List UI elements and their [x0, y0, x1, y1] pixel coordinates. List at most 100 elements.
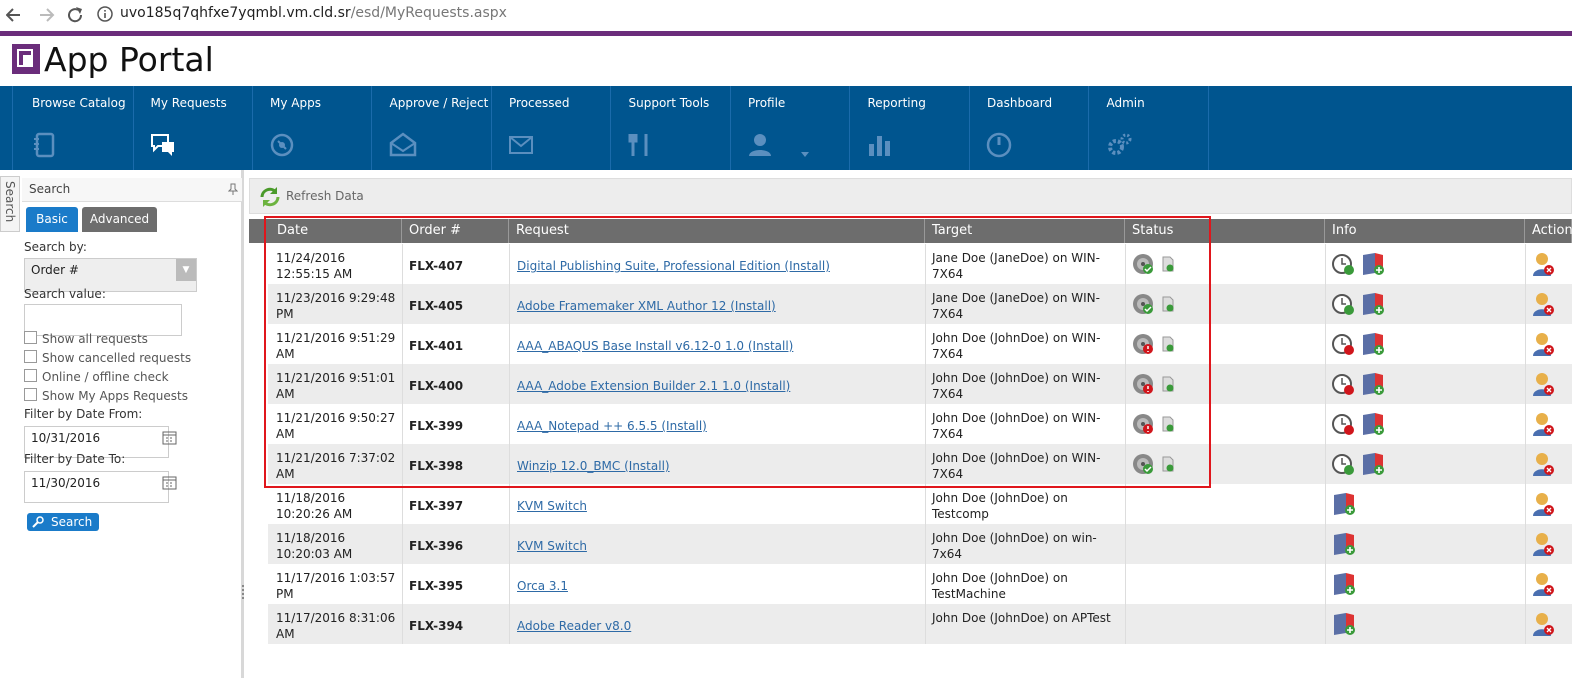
action-icon[interactable]: [1532, 532, 1556, 558]
browser-nav-icons: [6, 7, 83, 23]
info-icon[interactable]: [1361, 252, 1387, 278]
request-link[interactable]: AAA_ABAQUS Base Install v6.12-0 1.0 (Ins…: [517, 339, 794, 353]
column-header[interactable]: Date: [270, 219, 402, 243]
cell-divider: [1525, 564, 1526, 604]
advanced-tab[interactable]: Advanced: [82, 207, 157, 232]
checkbox-box[interactable]: [24, 350, 37, 363]
action-icon[interactable]: [1532, 412, 1556, 438]
nav-item[interactable]: Browse Catalog: [12, 86, 134, 170]
action-icon[interactable]: [1532, 572, 1556, 598]
action-icon[interactable]: [1532, 252, 1556, 278]
info-icon[interactable]: [1361, 412, 1387, 438]
search-by-select[interactable]: Order # ▼: [24, 258, 197, 292]
clock-icon[interactable]: [1331, 452, 1357, 478]
request-link[interactable]: Adobe Reader v8.0: [517, 619, 632, 633]
url[interactable]: uvo185q7qhfxe7yqmbl.vm.cld.sr/esd/MyRequ…: [120, 5, 507, 21]
info-icon[interactable]: [1361, 292, 1387, 318]
nav-item[interactable]: My Apps: [251, 86, 372, 170]
search-button[interactable]: Search: [27, 513, 99, 531]
action-icon[interactable]: [1532, 612, 1556, 638]
action-icon[interactable]: [1532, 292, 1556, 318]
column-header[interactable]: Request: [509, 219, 925, 243]
info-icon[interactable]: [1332, 572, 1358, 598]
nav-item[interactable]: Reporting: [849, 86, 970, 170]
checkbox-box[interactable]: [24, 331, 37, 344]
request-link[interactable]: Adobe Framemaker XML Author 12 (Install): [517, 299, 776, 313]
action-icon[interactable]: [1532, 332, 1556, 358]
dropdown-arrow: [801, 152, 809, 157]
refresh-label[interactable]: Refresh Data: [286, 189, 364, 203]
detail-icon[interactable]: [1161, 296, 1175, 312]
column-header[interactable]: Status: [1125, 219, 1325, 243]
checkbox-box[interactable]: [24, 369, 37, 382]
checkbox[interactable]: Online / offline check: [24, 369, 169, 384]
request-link[interactable]: Orca 3.1: [517, 579, 568, 593]
request-link[interactable]: AAA_Notepad ++ 6.5.5 (Install): [517, 419, 707, 433]
nav-item[interactable]: Admin: [1088, 86, 1209, 170]
detail-icon[interactable]: [1161, 456, 1175, 472]
calendar-icon[interactable]: [162, 430, 177, 445]
request-link[interactable]: KVM Switch: [517, 539, 587, 553]
checkbox[interactable]: Show My Apps Requests: [24, 388, 188, 403]
column-header[interactable]: Order #: [402, 219, 509, 243]
action-icon[interactable]: [1532, 452, 1556, 478]
detail-icon[interactable]: [1161, 336, 1175, 352]
info-icon[interactable]: [1332, 612, 1358, 638]
nav-item[interactable]: Profile: [729, 86, 850, 170]
calendar-icon[interactable]: [162, 475, 177, 490]
table-row: 11/18/2016 10:20:03 AM FLX-396 KVM Switch J…: [268, 524, 1572, 564]
nav-icon: [749, 134, 771, 156]
info-icon[interactable]: [1361, 452, 1387, 478]
detail-icon[interactable]: [1161, 256, 1175, 272]
info-icon: [97, 6, 113, 22]
column-header[interactable]: Action: [1525, 219, 1572, 243]
search-side-tab[interactable]: Search: [0, 176, 20, 232]
action-icon[interactable]: [1532, 492, 1556, 518]
nav-item[interactable]: Dashboard: [968, 86, 1089, 170]
table-row: 11/21/2016 9:51:29 AM FLX-401 AAA_ABAQUS B…: [268, 324, 1572, 364]
detail-icon[interactable]: [1161, 416, 1175, 432]
detail-icon[interactable]: [1161, 376, 1175, 392]
search-value-input[interactable]: [24, 304, 182, 336]
column-header[interactable]: Target: [925, 219, 1125, 243]
request-link[interactable]: AAA_Adobe Extension Builder 2.1 1.0 (Ins…: [517, 379, 791, 393]
cell-divider: [1325, 244, 1326, 284]
date-cell: 11/21/2016 9:51:29 AM: [276, 331, 396, 361]
cell-divider: [509, 284, 510, 324]
pin-icon[interactable]: [228, 183, 238, 195]
clock-icon[interactable]: [1331, 252, 1357, 278]
date-from-input[interactable]: 10/31/2016: [24, 426, 169, 458]
info-icon[interactable]: [1332, 532, 1358, 558]
splitter-handle[interactable]: [242, 585, 245, 599]
cell-divider: [925, 284, 926, 324]
request-link[interactable]: Winzip 12.0_BMC (Install): [517, 459, 670, 473]
nav-item[interactable]: Processed: [490, 86, 611, 170]
basic-tab[interactable]: Basic: [26, 207, 78, 232]
request-link[interactable]: Digital Publishing Suite, Professional E…: [517, 259, 830, 273]
order-cell: FLX-396: [409, 539, 464, 553]
checkbox[interactable]: Show cancelled requests: [24, 350, 191, 365]
request-link[interactable]: KVM Switch: [517, 499, 587, 513]
column-header[interactable]: Info: [1325, 219, 1525, 243]
clock-icon[interactable]: [1331, 332, 1357, 358]
nav-item[interactable]: My Requests: [132, 86, 253, 170]
clock-icon[interactable]: [1331, 372, 1357, 398]
cell-divider: [925, 364, 926, 404]
nav-label: Approve / Reject: [389, 96, 489, 110]
checkbox[interactable]: Show all requests: [24, 331, 148, 346]
clock-icon[interactable]: [1331, 292, 1357, 318]
refresh-icon[interactable]: [258, 185, 282, 209]
info-icon[interactable]: [1361, 332, 1387, 358]
checkbox-label: Show My Apps Requests: [42, 389, 188, 403]
logo-icon: [12, 44, 40, 74]
checkbox-box[interactable]: [24, 388, 37, 401]
info-icon[interactable]: [1361, 372, 1387, 398]
cell-divider: [509, 484, 510, 524]
nav-item[interactable]: Support Tools: [610, 86, 731, 170]
clock-icon[interactable]: [1331, 412, 1357, 438]
info-icon[interactable]: [1332, 492, 1358, 518]
action-icon[interactable]: [1532, 372, 1556, 398]
nav-item[interactable]: Approve / Reject: [371, 86, 492, 170]
date-to-input[interactable]: 11/30/2016: [24, 471, 169, 503]
cell-divider: [1325, 524, 1326, 564]
